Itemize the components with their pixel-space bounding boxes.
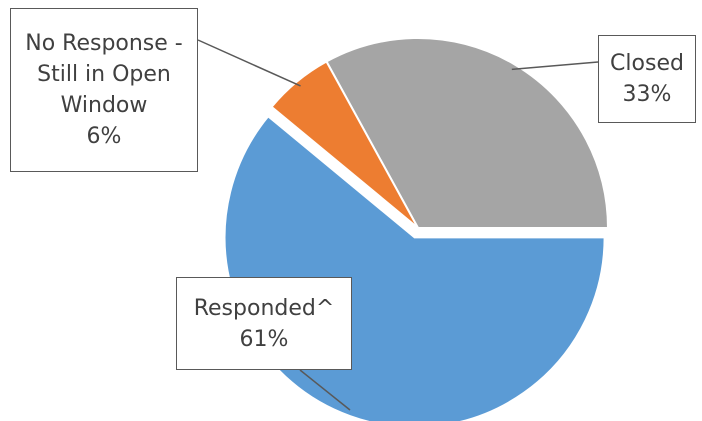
pie-slice xyxy=(270,60,419,229)
category-label: Responded^ xyxy=(193,295,335,321)
data-label: Closed 33% xyxy=(598,35,696,123)
data-label: No Response - Still in Open Window 6% xyxy=(10,8,198,172)
value-label: 61% xyxy=(239,326,289,352)
data-label: Responded^ 61% xyxy=(176,277,352,370)
pie-slice xyxy=(325,37,610,229)
category-label: No Response - Still in Open Window xyxy=(25,31,183,118)
value-label: 33% xyxy=(622,82,672,107)
category-label: Closed xyxy=(610,51,684,76)
callout-leader xyxy=(299,369,351,411)
value-label: 6% xyxy=(86,124,122,149)
callout-leader xyxy=(511,61,599,71)
callout-leader xyxy=(197,39,301,87)
